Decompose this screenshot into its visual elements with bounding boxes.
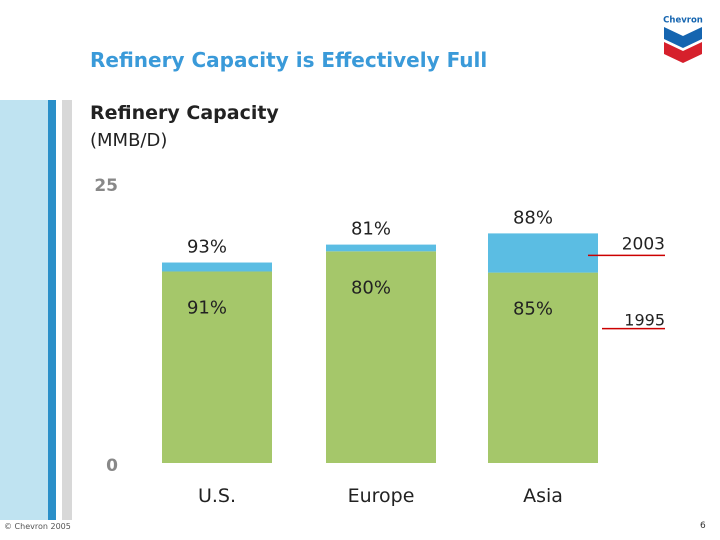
legend-label-2003: 2003 <box>622 234 665 254</box>
label-asia-1995: 85% <box>513 299 553 320</box>
decorative-light-band <box>0 100 48 520</box>
label-europe-1995: 80% <box>351 277 391 298</box>
label-us-1995: 91% <box>187 297 227 318</box>
y-tick-zero: 0 <box>106 456 118 476</box>
decorative-blue-bar <box>48 100 56 520</box>
label-us-2003: 93% <box>187 237 227 258</box>
bar-europe-2003 <box>326 244 436 252</box>
logo-chevron-bottom <box>664 42 702 63</box>
chevron-logo-icon: Chevron <box>660 14 706 63</box>
slide-title: Refinery Capacity is Effectively Full <box>90 48 488 72</box>
label-europe-2003: 81% <box>351 219 391 240</box>
bar-us-1995 <box>162 271 272 463</box>
label-asia-2003: 88% <box>513 207 553 228</box>
decorative-gray-bar <box>62 100 72 520</box>
legend-label-1995: 1995 <box>624 311 665 330</box>
page-number: 6 <box>700 521 706 531</box>
bar-us-2003 <box>162 262 272 272</box>
bar-europe-1995 <box>326 251 436 463</box>
category-europe: Europe <box>348 485 415 507</box>
chart-title: Refinery Capacity <box>90 102 279 124</box>
bar-asia-2003 <box>488 233 598 273</box>
category-asia: Asia <box>523 485 563 507</box>
category-us: U.S. <box>198 485 236 507</box>
logo-chevron-top <box>664 27 702 48</box>
bar-asia-1995 <box>488 272 598 463</box>
y-tick-max: 25 <box>94 176 118 196</box>
chart-subtitle: (MMB/D) <box>90 130 168 151</box>
footer-copyright: © Chevron 2005 <box>4 522 71 531</box>
logo-wordmark: Chevron <box>663 16 703 26</box>
